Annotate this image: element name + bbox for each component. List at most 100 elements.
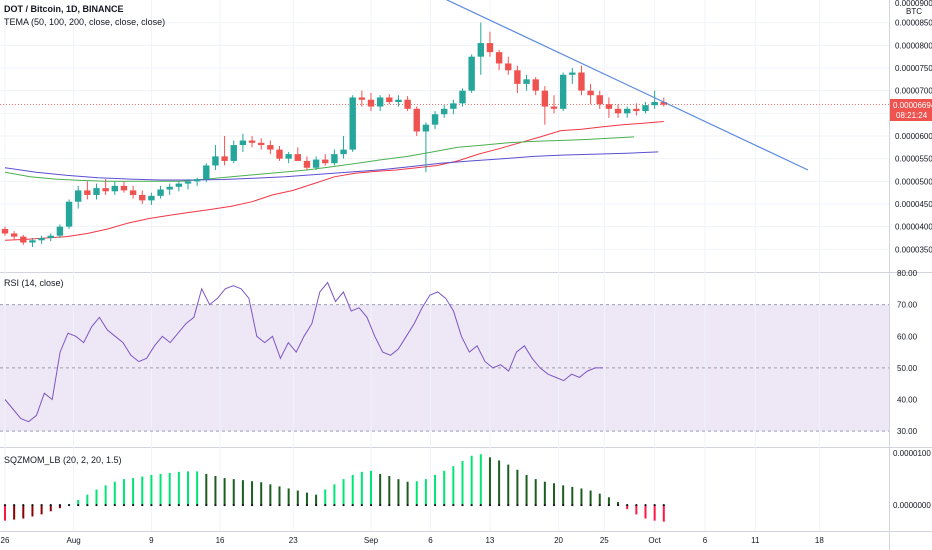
squeeze-dot [13, 503, 16, 507]
candle-body [633, 108, 640, 112]
candle [203, 163, 210, 183]
squeeze-dot [653, 503, 656, 507]
candle-body [340, 149, 347, 155]
momentum-tick-label: 0.0000000 [893, 501, 931, 510]
squeeze-dot [351, 503, 354, 507]
candle [285, 151, 292, 164]
candle [422, 122, 430, 173]
trendline-layer[interactable] [423, 0, 809, 171]
candle [431, 111, 439, 130]
candle-body [495, 52, 503, 64]
time-tick-label: 26 [1, 536, 10, 545]
rsi-legend[interactable]: RSI (14, close) [4, 278, 64, 288]
candle-body [267, 145, 274, 150]
price-tick-label: 0.00003500 [895, 245, 932, 254]
time-tick-label: Sep [364, 536, 379, 545]
sqzmom-legend[interactable]: SQZMOM_LB (20, 2, 20, 1.5) [4, 455, 122, 465]
candle-body [505, 63, 512, 71]
currency-label: BTC [906, 7, 922, 16]
countdown-label: 08:21:24 [896, 111, 928, 120]
candle [47, 233, 54, 242]
squeeze-dot [379, 503, 382, 507]
tema-legend[interactable]: TEMA (50, 100, 200, close, close, close) [4, 17, 165, 27]
squeeze-dot [525, 503, 528, 507]
candle-body [285, 154, 292, 159]
candle-body [111, 185, 118, 192]
candle [624, 106, 631, 118]
candle [1, 226, 9, 236]
candle [230, 140, 237, 164]
squeeze-dot [250, 503, 254, 507]
candle [605, 97, 613, 118]
candle [148, 192, 155, 205]
candle [376, 95, 384, 112]
squeeze-dot [305, 503, 309, 507]
candle-body [569, 72, 576, 75]
time-tick-label: 6 [703, 536, 708, 545]
candle [93, 183, 100, 200]
candle [102, 179, 109, 195]
squeeze-dot [77, 503, 80, 507]
squeeze-dot [516, 503, 519, 507]
price-pane-title[interactable]: DOT / Bitcoin, 1D, BINANCE [4, 4, 124, 14]
candle-body [349, 97, 356, 150]
squeeze-dot [369, 503, 373, 507]
candle-body [624, 108, 631, 114]
squeeze-dot [223, 503, 226, 507]
candle [65, 199, 73, 229]
candle-body [395, 99, 402, 102]
squeeze-dot [58, 503, 62, 507]
candle [111, 181, 118, 195]
time-tick-label: 6 [428, 536, 433, 545]
squeeze-dot [141, 503, 144, 507]
candle [386, 94, 393, 105]
candle-body [75, 190, 82, 202]
time-tick-label: 9 [149, 536, 154, 545]
candle-body [258, 142, 265, 146]
candle [523, 74, 530, 91]
squeeze-dot [150, 503, 153, 507]
squeeze-dot [543, 503, 546, 507]
candle [129, 185, 137, 199]
candle-body [193, 179, 201, 182]
squeeze-dot [626, 503, 629, 507]
momentum-tick-label: 0.0000100 [893, 449, 931, 458]
candle-body [38, 238, 45, 241]
candle-body [459, 90, 466, 104]
tema-line-3 [4, 151, 659, 181]
candle-body [486, 43, 494, 53]
candle [312, 156, 320, 170]
candle-body [203, 165, 210, 180]
squeeze-dot [397, 503, 400, 507]
squeeze-dot [616, 503, 620, 507]
candle [395, 95, 402, 107]
candle-body [523, 79, 530, 84]
momentum-layer [3, 454, 665, 522]
squeeze-dot [31, 503, 34, 507]
squeeze-dot [589, 503, 592, 507]
candle [587, 83, 594, 105]
squeeze-dot [342, 503, 345, 507]
candle [20, 234, 27, 245]
candle-body [10, 233, 18, 237]
candle [84, 181, 91, 200]
squeeze-dot [479, 503, 482, 507]
candle [212, 145, 219, 170]
candle [157, 185, 164, 199]
candle [459, 88, 466, 107]
candle-body [175, 183, 183, 187]
time-tick-label: 16 [216, 536, 225, 545]
candle [221, 136, 228, 166]
rsi-tick-label: 60.00 [897, 332, 918, 341]
candle-body [587, 90, 594, 96]
candle [569, 68, 576, 84]
candle [358, 90, 366, 107]
rsi-layer [0, 281, 889, 432]
candle-body [386, 97, 393, 102]
candle [559, 72, 567, 112]
